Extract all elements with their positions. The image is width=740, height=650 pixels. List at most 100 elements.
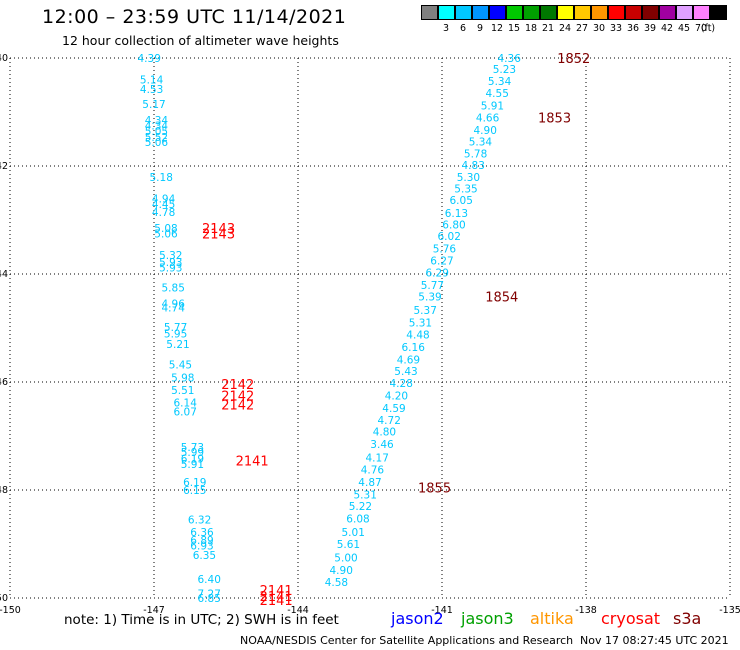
data-point-label: 4.28 xyxy=(390,378,413,390)
data-point-label: 6.85 xyxy=(198,593,221,605)
data-point-label: 4.78 xyxy=(152,207,175,219)
footer-source: NOAA/NESDIS Center for Satellite Applica… xyxy=(240,634,574,647)
data-point-label: 6.13 xyxy=(445,208,468,220)
x-tick-label: -141 xyxy=(431,605,453,616)
data-point-label: 5.77 xyxy=(421,280,444,292)
data-point-label: 4.90 xyxy=(330,565,353,577)
legend-jason3: jason3 xyxy=(461,609,514,628)
time-label: 1852 xyxy=(557,52,590,67)
data-point-label: 4.45 xyxy=(152,199,175,211)
data-point-label: 6.40 xyxy=(198,574,221,586)
y-tick-label: -42 xyxy=(0,161,8,172)
data-point-label: 5.93 xyxy=(159,257,182,269)
data-point-label: 5.78 xyxy=(464,149,487,161)
data-point-label: 4.87 xyxy=(358,477,381,489)
time-label: 2143 xyxy=(202,228,235,243)
data-point-label: 4.48 xyxy=(406,329,429,341)
legend-cryosat: cryosat xyxy=(601,609,661,628)
data-point-label: 3.46 xyxy=(370,439,394,451)
data-point-label: 4.66 xyxy=(476,112,500,124)
data-point-label: 4.90 xyxy=(474,125,497,137)
data-point-label: 5.37 xyxy=(414,305,437,317)
colorbar-tick-label: 45 xyxy=(677,23,691,34)
x-tick-label: -150 xyxy=(0,605,21,616)
data-point-label: 6.19 xyxy=(183,477,206,489)
data-point-label: 4.96 xyxy=(162,299,186,311)
colorbar-tick-label: 70 xyxy=(694,23,708,34)
colorbar-swatch xyxy=(489,5,506,20)
data-point-label: 5.23 xyxy=(493,64,516,76)
data-point-label: 5.39 xyxy=(418,292,441,304)
x-tick-label: -144 xyxy=(287,605,309,616)
data-point-label: 5.00 xyxy=(334,553,357,565)
colorbar-tick-label: 27 xyxy=(575,23,589,34)
time-label: 2142 xyxy=(221,399,254,414)
time-label: 2141 xyxy=(260,584,293,599)
colorbar-swatch xyxy=(421,5,438,20)
chart-title: 12:00 – 23:59 UTC 11/14/2021 xyxy=(42,6,347,28)
time-label: 1854 xyxy=(485,291,518,306)
data-point-label: 5.21 xyxy=(166,339,189,351)
data-point-label: 6.27 xyxy=(430,256,453,268)
colorbar-swatch xyxy=(693,5,710,20)
colorbar-swatch xyxy=(642,5,659,20)
data-point-label: 5.99 xyxy=(181,447,204,459)
colorbar-swatch xyxy=(574,5,591,20)
data-point-label: 5.93 xyxy=(159,263,182,275)
y-tick-label: -46 xyxy=(0,377,8,388)
data-point-label: 6.36 xyxy=(190,527,214,539)
data-point-label: 6.35 xyxy=(193,550,216,562)
note-text: note: 1) Time is in UTC; 2) SWH is in fe… xyxy=(64,612,339,628)
x-tick-label: -138 xyxy=(575,605,597,616)
colorbar-tick-label: 42 xyxy=(660,23,674,34)
data-point-label: 6.15 xyxy=(183,485,206,497)
colorbar-swatch xyxy=(506,5,523,20)
data-point-label: 6.32 xyxy=(188,515,211,527)
data-point-label: 4.34 xyxy=(145,115,169,127)
time-label: 2141 xyxy=(236,454,269,469)
data-point-label: 4.53 xyxy=(140,84,163,96)
time-label: 2143 xyxy=(202,222,235,237)
legend-s3a: s3a xyxy=(673,609,702,628)
data-point-label: 5.61 xyxy=(337,539,360,551)
data-point-label: 5.30 xyxy=(457,172,480,184)
time-label: 2142 xyxy=(221,378,254,393)
data-point-label: 5.31 xyxy=(354,489,377,501)
data-point-label: 4.94 xyxy=(152,193,176,205)
data-point-label: 5.45 xyxy=(169,360,192,372)
colorbar-swatch xyxy=(591,5,608,20)
data-point-label: 5.34 xyxy=(469,137,493,149)
data-point-label: 4.20 xyxy=(385,391,408,403)
footer-timestamp: Nov 17 08:27:45 UTC 2021 xyxy=(580,634,729,647)
data-point-label: 5.01 xyxy=(342,527,365,539)
data-point-label: 4.17 xyxy=(366,453,389,465)
data-point-label: 6.19 xyxy=(181,454,204,466)
data-point-label: 6.80 xyxy=(442,219,465,231)
data-point-label: 4.76 xyxy=(361,464,385,476)
colorbar-tick-label: 30 xyxy=(592,23,606,34)
colorbar-tick-label: 24 xyxy=(558,23,572,34)
data-point-label: 6.08 xyxy=(346,514,369,526)
chart-subtitle: 12 hour collection of altimeter wave hei… xyxy=(62,33,339,48)
colorbar-swatch xyxy=(557,5,574,20)
data-point-label: 5.77 xyxy=(164,322,187,334)
data-point-label: 5.43 xyxy=(394,366,417,378)
colorbar-unit: (ft) xyxy=(700,23,716,34)
data-point-label: 4.80 xyxy=(373,427,396,439)
y-tick-label: -50 xyxy=(0,593,8,604)
colorbar-tick-label: 18 xyxy=(524,23,538,34)
data-point-label: 5.91 xyxy=(481,101,504,113)
time-label: 2141 xyxy=(260,590,293,605)
colorbar-tick-label: 15 xyxy=(507,23,521,34)
data-point-label: 4.83 xyxy=(462,160,485,172)
data-point-label: 5.08 xyxy=(154,223,177,235)
data-point-label: 4.34 xyxy=(145,121,169,133)
data-point-label: 5.06 xyxy=(145,137,169,149)
data-point-label: 6.02 xyxy=(438,231,461,243)
legend-altika: altika xyxy=(530,609,574,628)
colorbar-tick-label: 36 xyxy=(626,23,640,34)
data-point-label: 5.91 xyxy=(181,459,204,471)
data-point-label: 6.07 xyxy=(174,407,197,419)
colorbar-swatch xyxy=(710,5,727,20)
